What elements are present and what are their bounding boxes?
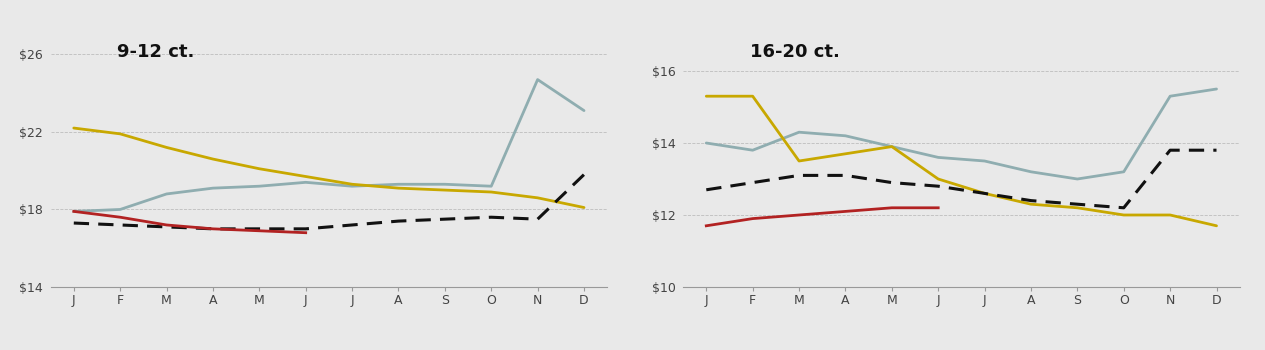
Text: 9-12 ct.: 9-12 ct. [118,43,195,61]
Text: 16-20 ct.: 16-20 ct. [750,43,840,61]
